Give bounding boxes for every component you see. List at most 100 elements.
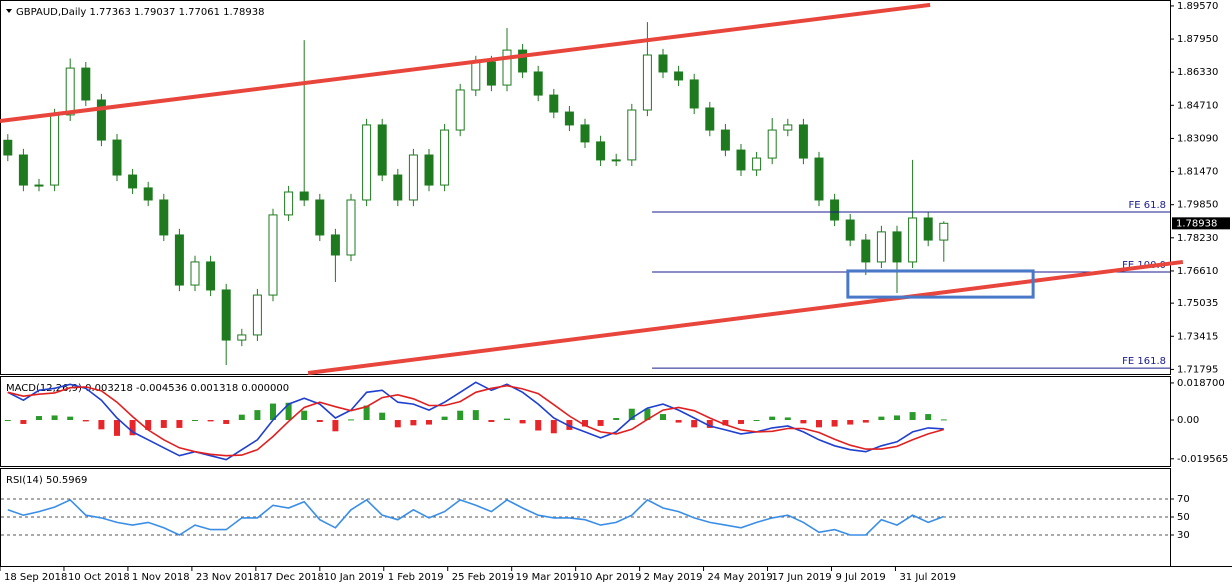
histogram-bar — [441, 416, 448, 421]
histogram-bar — [20, 420, 27, 424]
histogram-bar — [550, 420, 557, 434]
candle-body — [330, 234, 340, 256]
histogram-bar — [36, 416, 42, 421]
histogram-bar — [862, 420, 869, 423]
histogram-bar — [410, 420, 417, 426]
histogram-bar — [566, 420, 573, 430]
candle-body — [752, 157, 762, 171]
histogram-bar — [738, 420, 744, 424]
candle-body — [642, 54, 652, 111]
last-price-box — [1172, 217, 1230, 230]
candle-body — [440, 129, 450, 186]
histogram-bar — [145, 420, 152, 430]
candle-body — [564, 111, 574, 126]
histogram-bar — [82, 420, 89, 422]
y-tick-label: 1.78230 — [1177, 233, 1218, 244]
histogram-bar — [207, 420, 214, 422]
candle-body — [783, 124, 793, 131]
trend-line — [307, 259, 1184, 375]
candle-body — [315, 199, 325, 236]
x-tick-label: 31 Jul 2019 — [899, 572, 956, 583]
histogram-bar — [722, 420, 729, 426]
x-tick-label: 25 Feb 2019 — [452, 572, 514, 583]
histogram-bar — [316, 420, 323, 422]
candle-body — [455, 89, 465, 131]
candle-body — [174, 234, 184, 286]
candle-body — [50, 114, 60, 186]
histogram-bar — [706, 420, 713, 428]
candle-body — [159, 199, 169, 236]
x-tick-label: 10 Jan 2019 — [324, 572, 384, 583]
candle-body — [377, 124, 387, 176]
candle-body — [408, 154, 418, 201]
candle-body — [627, 109, 637, 161]
histogram-bar — [660, 414, 666, 421]
histogram-bar — [254, 410, 261, 421]
histogram-bar — [847, 420, 854, 425]
histogram-bar — [270, 403, 276, 421]
panel-title: GBPAUD,Daily 1.77363 1.79037 1.77061 1.7… — [16, 7, 264, 18]
candle-body — [861, 239, 871, 263]
candle-body — [611, 159, 621, 162]
candle-body — [143, 187, 153, 201]
histogram-bar — [67, 416, 74, 421]
candle-body — [689, 79, 699, 109]
histogram-bar — [597, 420, 604, 426]
candle-body — [533, 71, 543, 96]
histogram-bar — [332, 420, 339, 432]
x-tick-label: 17 Dec 2018 — [260, 572, 324, 583]
candle-body — [705, 107, 715, 131]
x-tick-label: 17 Jun 2019 — [772, 572, 832, 583]
candle-body — [34, 184, 44, 187]
candle-body — [923, 217, 933, 241]
indicator-line — [7, 384, 945, 457]
histogram-bar — [4, 420, 11, 422]
candle-body — [845, 219, 855, 241]
y-tick-label: 1.71795 — [1177, 364, 1218, 375]
candle-body — [658, 54, 668, 73]
x-tick-label: 19 Mar 2019 — [516, 572, 579, 583]
candle-body — [393, 174, 403, 201]
candle-body — [580, 124, 590, 143]
candle-body — [190, 261, 200, 286]
y-tick-label: 70 — [1177, 494, 1190, 505]
y-tick-label: 1.87950 — [1177, 34, 1218, 45]
histogram-bar — [238, 414, 245, 421]
histogram-bar — [192, 420, 198, 422]
x-tick-label: 1 Feb 2019 — [388, 572, 444, 583]
candle-body — [908, 217, 918, 263]
candle-body — [471, 61, 481, 91]
y-tick-label: 1.73415 — [1177, 331, 1218, 342]
histogram-bar — [129, 420, 136, 436]
candle-body — [81, 67, 91, 101]
candle-body — [96, 99, 106, 141]
candle-body — [128, 174, 138, 189]
candle-body — [502, 49, 512, 86]
candle-body — [720, 129, 730, 151]
histogram-bar — [878, 416, 885, 421]
histogram-bar — [909, 412, 916, 421]
indicator-line — [7, 381, 944, 461]
x-tick-label: 10 Apr 2019 — [580, 572, 642, 583]
candle-body — [284, 191, 294, 216]
histogram-bar — [301, 410, 308, 421]
menu-triangle — [6, 9, 12, 13]
candle-body — [268, 214, 278, 296]
x-tick-label: 24 May 2019 — [708, 572, 773, 583]
y-tick-label: 1.75035 — [1177, 298, 1218, 309]
histogram-bar — [675, 420, 682, 423]
histogram-bar — [488, 420, 495, 422]
histogram-bar — [504, 418, 510, 421]
candle-body — [346, 199, 356, 256]
y-tick-label: 0.018700 — [1177, 378, 1225, 389]
x-tick-label: 23 Nov 2018 — [196, 572, 260, 583]
histogram-bar — [691, 420, 698, 428]
candle-body — [876, 231, 886, 263]
x-tick-label: 9 Jul 2019 — [835, 572, 885, 583]
candle-body — [830, 199, 840, 221]
y-tick-label: 1.86330 — [1177, 67, 1218, 78]
histogram-bar — [800, 420, 807, 424]
histogram-bar — [535, 420, 542, 431]
